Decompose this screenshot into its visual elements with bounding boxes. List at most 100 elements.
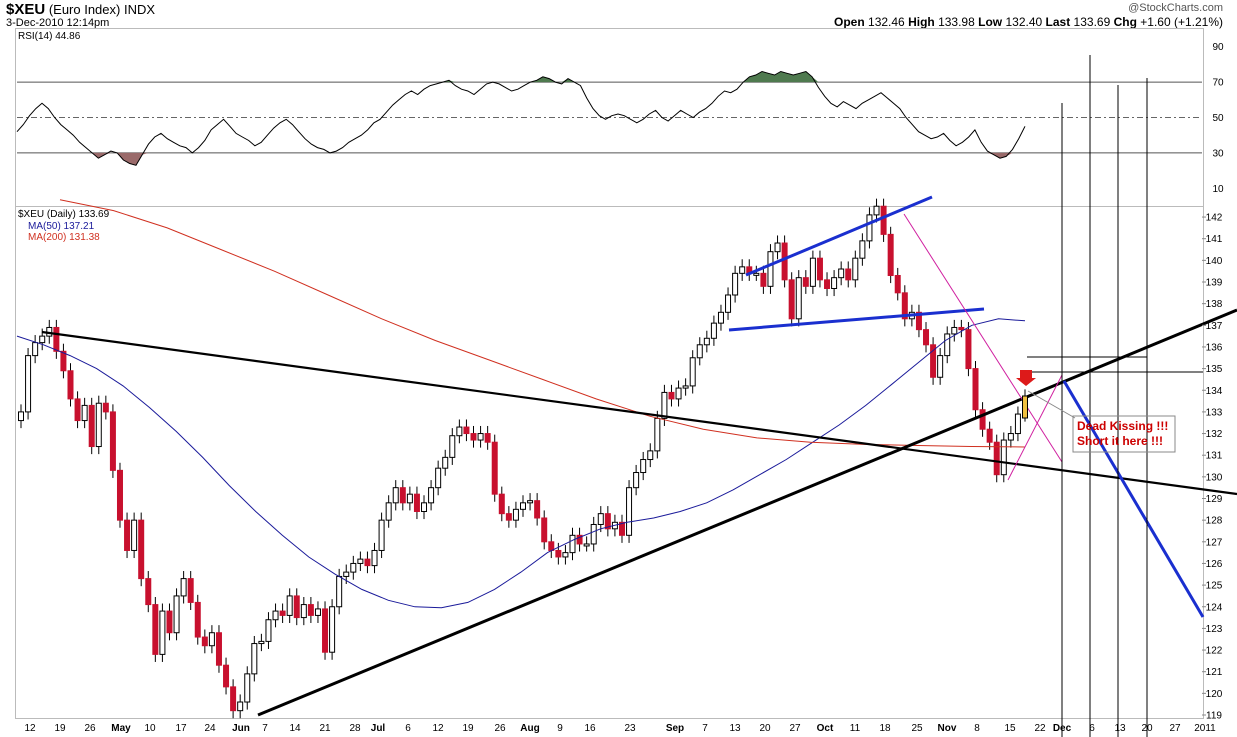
candle-up [1014,413,1021,435]
rsi-tick-label: 90 [1212,42,1224,53]
axes: 9070503010142141140139138137136135134133… [24,42,1224,734]
price-tick-label: 134 [1206,386,1223,397]
candle-down [307,604,314,616]
pink-up-line [1007,374,1063,481]
candle-up [1007,433,1014,441]
x-tick-label: 10 [144,723,156,734]
candle-up [633,472,640,489]
annotation-dead-kissing: Dead Kissing !!! [1077,419,1168,433]
x-tick-label: 28 [349,723,361,734]
candle-up [739,266,746,274]
open-label: Open [834,15,865,29]
x-tick-label: 7 [262,723,268,734]
candle-down [923,329,930,346]
x-tick-label: 15 [1004,723,1016,734]
ma50-legend: MA(50) 137.21 [28,221,95,232]
candle-up [873,205,880,216]
rsi-tick-label: 70 [1212,78,1224,89]
candle-down [194,601,201,638]
candle-up [131,519,138,551]
x-tick-label: 24 [204,723,216,734]
quote-summary: Open 132.46 High 133.98 Low 132.40 Last … [834,15,1223,29]
candle-up [512,508,519,521]
candle-up [831,277,838,289]
candle-down [109,411,116,471]
candle-up [392,487,399,504]
candle-up [286,595,293,616]
candle-up [477,433,484,441]
candle-up [682,385,689,389]
price-tick-label: 128 [1206,516,1223,527]
candle-up [428,487,435,504]
channel-lower-line [728,307,985,332]
candle-up [265,619,272,642]
candle-down [215,632,222,666]
candle-down [618,521,625,536]
candle-down [788,279,795,320]
price-tick-label: 132 [1206,429,1223,440]
x-tick-label: Oct [817,723,834,734]
candle-up [81,404,88,422]
candle-down [901,292,908,320]
candle-down [145,578,152,606]
candle-down [484,433,491,443]
price-tick-label: 130 [1206,472,1223,483]
rsi-tick-label: 50 [1212,113,1224,124]
price-tick-label: 124 [1206,602,1223,613]
high-value: 133.98 [938,15,975,29]
candle-up [32,342,39,357]
x-tick-label: 26 [84,723,96,734]
candle-down [279,610,286,616]
price-tick-label: 129 [1206,494,1223,505]
candle-up [937,355,944,378]
candle-down [604,513,611,530]
x-tick-label: 26 [494,723,506,734]
price-tick-label: 133 [1206,407,1223,418]
x-tick-label: May [111,723,131,734]
price-tick-label: 120 [1206,689,1223,700]
price-tick-label: 141 [1206,234,1223,245]
candle-up [951,326,958,335]
candle-up [647,450,654,461]
x-tick-label: 19 [462,723,474,734]
x-tick-label: Nov [938,723,957,734]
candle-down [67,370,74,400]
candle-down [201,636,208,647]
candle-down [845,268,852,281]
price-tick-label: 131 [1206,451,1223,462]
candle-down [498,493,505,515]
x-tick-label: 11 [850,723,861,734]
candle-up [710,322,717,339]
channel-upper-line [745,195,933,277]
rsi-panel [16,70,1202,166]
candle-down [166,610,173,634]
annotation-box [1072,415,1176,453]
support-trendline [257,308,1237,717]
candle-up [378,519,385,551]
price-tick-label: 119 [1206,711,1222,722]
candle-up [703,337,710,346]
x-tick-label: 9 [557,723,563,734]
candle-down [102,402,109,413]
candle-up [272,610,279,621]
rsi-line [16,70,1026,166]
candle-down [230,686,237,712]
ma200-legend: MA(200) 131.38 [28,232,100,243]
x-tick-label: Aug [520,723,539,734]
x-tick-label: 20 [1141,723,1153,734]
candle-up [258,640,265,645]
candle-down [887,233,894,277]
x-tick-label: 14 [289,723,301,734]
candle-up [421,502,428,512]
pink-down-line [903,213,1063,463]
candle-up [696,344,703,359]
x-tick-label: 23 [624,723,636,734]
candle-down [824,279,831,289]
candle-up [654,417,661,452]
price-tick-label: 142 [1206,213,1223,224]
candle-down [223,664,230,688]
annotation-short-it-here: Short it here !!! [1077,434,1163,448]
candle-up [350,562,357,573]
candle-down [668,391,675,400]
change-value: +1.60 (+1.21%) [1140,15,1223,29]
